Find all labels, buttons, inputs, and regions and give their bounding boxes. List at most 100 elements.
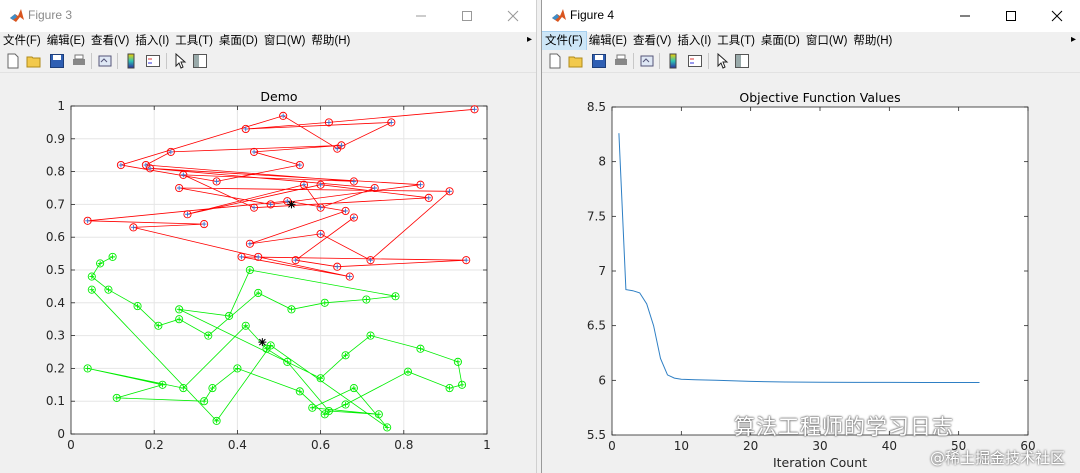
close-icon (507, 10, 519, 22)
data-point (283, 357, 292, 366)
data-point-circle (83, 216, 92, 225)
menu-overflow-icon[interactable]: ▸ (526, 34, 532, 45)
data-point (424, 193, 433, 202)
data-point-plus (114, 395, 120, 401)
data-point (266, 341, 275, 350)
data-point-circle (204, 331, 213, 340)
y-tick-label: 0 (57, 427, 65, 441)
menu-edit[interactable]: 编辑(E) (46, 35, 86, 47)
menu-view[interactable]: 查看(V) (91, 35, 130, 47)
x-tick-label: 20 (743, 439, 758, 453)
maximize-button[interactable] (444, 0, 490, 32)
data-point-circle (179, 170, 188, 179)
data-point-plus (147, 165, 153, 171)
new-figure-icon[interactable] (547, 53, 563, 69)
data-point-plus (318, 205, 323, 211)
menu-view[interactable]: 查看(V) (633, 35, 672, 47)
data-point-circle (453, 357, 462, 366)
property-inspector-icon[interactable] (734, 53, 750, 69)
menu-insert[interactable]: 插入(I) (135, 35, 170, 47)
property-inspector-icon[interactable] (192, 53, 208, 69)
data-point (108, 252, 117, 261)
data-point (403, 367, 413, 376)
legend-icon[interactable] (687, 53, 703, 69)
legend-icon[interactable] (145, 53, 161, 69)
data-point-plus (297, 388, 303, 394)
data-point-plus (143, 162, 149, 168)
x-tick-label: 0.2 (145, 438, 164, 452)
data-point-circle (366, 331, 375, 340)
y-tick-label: 1 (57, 99, 65, 113)
menu-window[interactable]: 窗口(W) (263, 35, 306, 47)
data-point-plus (280, 113, 286, 119)
x-tick-label: 0 (608, 439, 616, 453)
minimize-button[interactable] (398, 0, 444, 32)
menu-file[interactable]: 文件(F) (542, 31, 587, 51)
maximize-button[interactable] (988, 0, 1034, 32)
edit-plot-icon[interactable] (714, 53, 730, 69)
save-icon[interactable] (591, 53, 607, 69)
data-point-circle (133, 302, 142, 311)
open-file-icon[interactable] (26, 53, 42, 69)
menu-help[interactable]: 帮助(H) (853, 35, 893, 47)
data-point-circle (266, 341, 275, 350)
data-point-circle (104, 285, 113, 294)
edit-plot-icon[interactable] (172, 53, 188, 69)
y-tick-label: 0.3 (46, 329, 65, 343)
demo-scatter-plot[interactable]: 0 0.2 0.4 0.6 0.8 1 0 0.1 0.2 0.3 0.4 0.5 0.6 0.7 0.8 0… (0, 73, 537, 473)
data-point (116, 160, 125, 170)
menu-overflow-icon[interactable]: ▸ (1070, 34, 1076, 45)
data-point-circle (341, 351, 350, 360)
data-point (112, 393, 121, 402)
menu-tools[interactable]: 工具(T) (175, 35, 213, 47)
data-point-circle (445, 384, 454, 393)
menu-window[interactable]: 窗口(W) (805, 35, 848, 47)
data-point-plus (155, 323, 161, 329)
data-point-circle (349, 213, 358, 222)
data-point-plus (318, 182, 323, 188)
open-file-icon[interactable] (568, 53, 584, 69)
matlab-logo-icon (10, 9, 24, 22)
data-point-circle (254, 252, 263, 261)
data-point-circle (254, 288, 263, 298)
close-button[interactable] (490, 0, 536, 32)
data-point (200, 220, 209, 229)
watermark-text: 算法工程师的学习日志 (734, 415, 954, 439)
minimize-button[interactable] (942, 0, 988, 32)
data-point-circle (108, 252, 117, 261)
menu-insert[interactable]: 插入(I) (677, 35, 712, 47)
menu-desktop[interactable]: 桌面(D) (218, 35, 258, 47)
data-point (453, 357, 462, 366)
link-plot-icon[interactable] (639, 53, 655, 69)
menu-help[interactable]: 帮助(H) (311, 35, 351, 47)
maximize-icon (1006, 11, 1016, 21)
axes-background (612, 107, 1028, 435)
title-bar[interactable]: Figure 4 (542, 0, 1080, 32)
data-point (145, 164, 155, 173)
data-point (249, 203, 259, 212)
data-point-circle (112, 393, 121, 402)
objective-function-plot[interactable]: 0 10 20 30 40 50 60 5.5 6 6.5 7 7.5 8 8.5 Objective Fu… (542, 73, 1080, 473)
close-button[interactable] (1034, 0, 1080, 32)
menu-tools[interactable]: 工具(T) (717, 35, 755, 47)
save-icon[interactable] (49, 53, 65, 69)
y-tick-label: 6 (598, 373, 606, 387)
cluster-0-path (87, 108, 475, 277)
data-point-plus (326, 120, 332, 125)
title-bar[interactable]: Figure 3 (0, 0, 536, 32)
colorbar-icon[interactable] (665, 53, 681, 69)
data-point-plus (447, 188, 452, 194)
menu-edit[interactable]: 编辑(E) (588, 35, 628, 47)
menu-desktop[interactable]: 桌面(D) (760, 35, 800, 47)
data-point-plus (226, 313, 232, 319)
link-plot-icon[interactable] (97, 53, 113, 69)
data-point (457, 380, 467, 389)
print-icon[interactable] (71, 53, 87, 69)
new-figure-icon[interactable] (5, 53, 21, 69)
menu-file[interactable]: 文件(F) (3, 35, 41, 47)
colorbar-icon[interactable] (123, 53, 139, 69)
data-point (129, 223, 138, 232)
data-point-plus (106, 287, 111, 293)
print-icon[interactable] (613, 53, 629, 69)
data-point-circle (233, 364, 242, 373)
